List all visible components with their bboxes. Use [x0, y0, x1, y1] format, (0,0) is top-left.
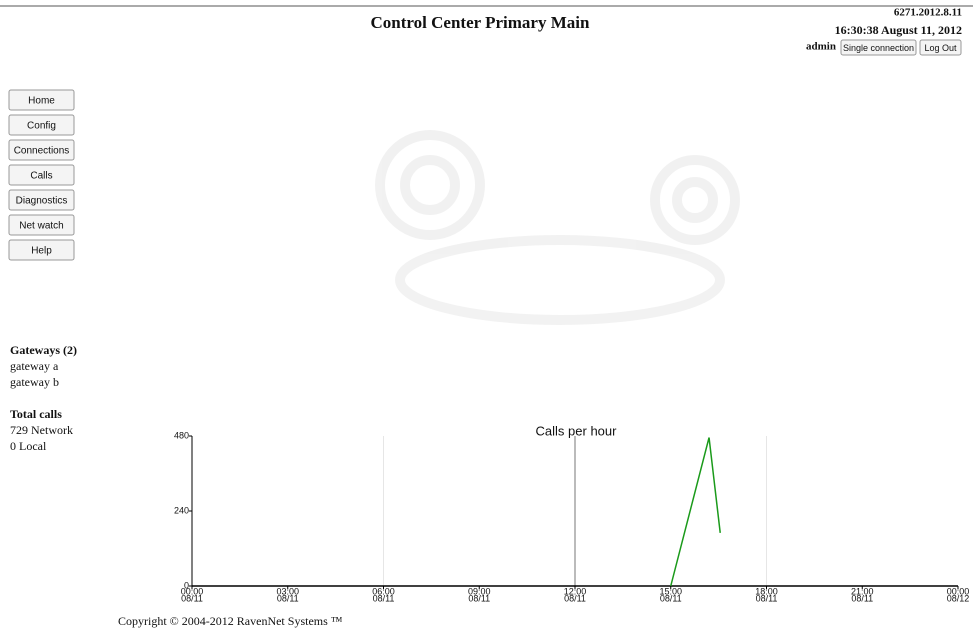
button[interactable]: Home: [8, 89, 75, 111]
button-frame[interactable]: [8, 214, 75, 236]
button-label[interactable]: Home: [28, 96, 55, 107]
user: admin: [806, 41, 836, 53]
x-tick-label: 00:00: [947, 586, 970, 596]
chart-title: Calls per hour: [536, 423, 618, 438]
x-tick-label: 15:00: [659, 586, 682, 596]
x-tick-label: 08/11: [660, 593, 682, 603]
button-label[interactable]: Diagnostics: [16, 196, 68, 207]
button[interactable]: Connections: [8, 139, 75, 161]
button[interactable]: Calls: [8, 164, 75, 186]
x-tick-label: 03:00: [276, 586, 299, 596]
button[interactable]: Single connection: [840, 39, 917, 56]
sidebar-item: 729 Network: [10, 423, 73, 437]
sidebar-heading: Total calls: [10, 407, 62, 421]
button-label[interactable]: Net watch: [19, 221, 63, 232]
button-frame[interactable]: [8, 164, 75, 186]
x-tick-label: 08/12: [947, 593, 970, 603]
button-label[interactable]: Connections: [14, 146, 70, 157]
sidebar-item: 0 Local: [10, 439, 47, 453]
button-label[interactable]: Log Out: [924, 43, 957, 53]
x-tick-label: 08/11: [468, 593, 490, 603]
version: 6271.2012.8.11: [894, 7, 962, 19]
datetime: 16:30:38 August 11, 2012: [835, 23, 962, 37]
watermark: [375, 130, 740, 325]
x-tick-label: 06:00: [372, 586, 395, 596]
x-tick-label: 08/11: [564, 593, 586, 603]
button-frame[interactable]: [840, 39, 917, 56]
x-tick-label: 08/11: [851, 593, 873, 603]
x-tick-label: 12:00: [564, 586, 587, 596]
sidebar-item: gateway b: [10, 375, 59, 389]
sidebar-heading: Gateways (2): [10, 343, 77, 357]
button-frame[interactable]: [8, 89, 75, 111]
x-tick-label: 08/11: [277, 593, 299, 603]
button[interactable]: Config: [8, 114, 75, 136]
button[interactable]: Help: [8, 239, 75, 261]
button-label[interactable]: Calls: [30, 171, 52, 182]
y-tick-label: 480: [174, 430, 189, 440]
x-tick-label: 08/11: [373, 593, 395, 603]
button-label[interactable]: Single connection: [843, 43, 914, 53]
button[interactable]: Log Out: [919, 39, 962, 56]
button[interactable]: Net watch: [8, 214, 75, 236]
x-tick-label: 18:00: [755, 586, 778, 596]
button-frame[interactable]: [8, 189, 75, 211]
button-frame[interactable]: [919, 39, 962, 56]
y-tick-label: 240: [174, 505, 189, 515]
y-tick-label: 0: [184, 580, 189, 590]
x-tick-label: 08/11: [181, 593, 203, 603]
x-tick-label: 21:00: [851, 586, 874, 596]
x-tick-label: 09:00: [468, 586, 491, 596]
button-frame[interactable]: [8, 239, 75, 261]
button-frame[interactable]: [8, 114, 75, 136]
x-tick-label: 00:00: [181, 586, 204, 596]
page-title: Control Center Primary Main: [371, 13, 590, 32]
button-label[interactable]: Config: [27, 121, 56, 132]
x-tick-label: 08/11: [756, 593, 778, 603]
button[interactable]: Diagnostics: [8, 189, 75, 211]
button-label[interactable]: Help: [31, 246, 52, 257]
sidebar-item: gateway a: [10, 359, 59, 373]
button-frame[interactable]: [8, 139, 75, 161]
footer: Copyright © 2004-2012 RavenNet Systems ™: [118, 614, 343, 628]
line-series: [670, 437, 721, 587]
